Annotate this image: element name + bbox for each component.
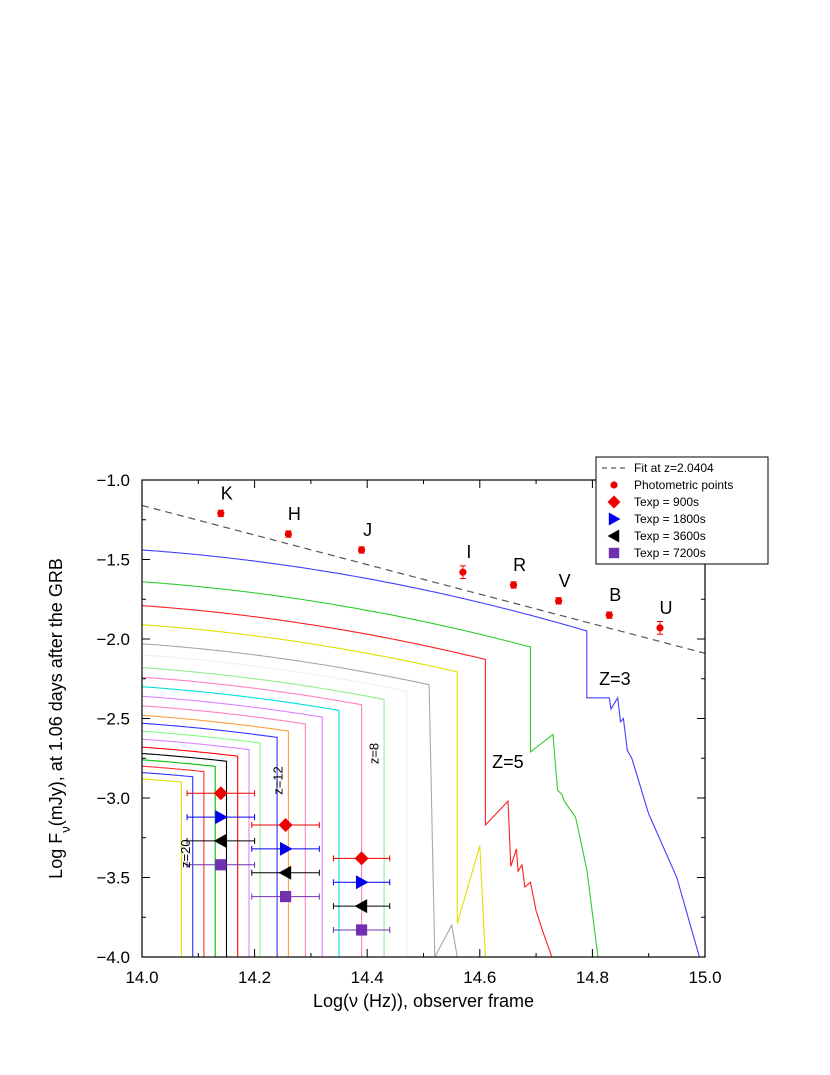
model-curve-10 <box>142 695 323 957</box>
y-tick-label: −3.5 <box>96 869 130 888</box>
limit-point-square <box>279 890 292 903</box>
x-axis-title: Log(ν (Hz)), observer frame <box>313 991 534 1011</box>
legend-label: Photometric points <box>634 478 733 492</box>
legend-label: Texp = 3600s <box>634 529 706 543</box>
band-label-R: R <box>513 555 526 575</box>
y-tick-label: −3.0 <box>96 789 130 808</box>
x-tick-label: 14.8 <box>576 968 609 987</box>
legend-swatch-dot <box>610 481 618 489</box>
curve-label: Z=3 <box>599 669 631 689</box>
photometric-point-K <box>217 509 225 517</box>
limit-point-triangle-right <box>355 875 369 890</box>
legend-label: Fit at z=2.0404 <box>634 461 714 475</box>
limit-point-triangle-right <box>215 810 228 825</box>
photometric-point-J <box>357 546 366 554</box>
model-curve-1 <box>142 549 700 957</box>
model-curve-14 <box>142 730 261 957</box>
x-tick-label: 14.6 <box>463 968 496 987</box>
y-tick-label: −1.0 <box>96 471 130 490</box>
limit-point-diamond <box>278 818 293 833</box>
band-label-K: K <box>221 483 233 503</box>
model-curve-9 <box>142 686 340 957</box>
curve-label: z=12 <box>271 766 286 795</box>
limit-points-layer <box>186 786 391 936</box>
model-curve-6 <box>142 654 408 957</box>
curve-labels-layer: Z=3 Z=5 z=8 z=12 z=20 <box>178 669 631 868</box>
y-tick-label: −2.5 <box>96 710 130 729</box>
photometric-point-V <box>555 597 563 605</box>
model-curve-18 <box>142 759 216 957</box>
limit-point-triangle-right <box>279 841 293 856</box>
axes-layer: 14.0 14.2 14.4 14.6 14.8 15.0 −1.0 −1.5 −2.0 −2.5… <box>96 471 721 987</box>
limit-point-square <box>355 924 368 936</box>
y-axis-title: Log Fν(mJy), at 1.06 days after the GRB <box>46 558 73 879</box>
band-label-I: I <box>466 542 471 562</box>
legend-box <box>595 456 769 565</box>
model-curve-2 <box>142 581 599 957</box>
x-tick-label: 14.0 <box>125 968 158 987</box>
model-curve-3 <box>142 605 553 957</box>
photometric-points-layer: K H J I R V B U <box>217 483 672 635</box>
fit-line <box>141 504 706 654</box>
fit-line-layer <box>141 504 706 654</box>
legend-swatch-triangle-right <box>608 512 621 526</box>
limit-point-square <box>215 859 227 871</box>
model-curve-7 <box>142 667 385 957</box>
model-curve-8 <box>142 676 363 957</box>
photometric-point-I <box>459 568 467 576</box>
legend: Fit at z=2.0404 Photometric points Texp = … <box>595 456 769 565</box>
band-label-B: B <box>609 585 621 605</box>
model-curve-13 <box>142 722 278 957</box>
limit-point-triangle-left <box>213 833 227 848</box>
model-curve-19 <box>142 765 205 957</box>
limit-point-diamond <box>213 786 228 801</box>
legend-swatch-triangle-left <box>607 529 620 543</box>
legend-swatch-diamond <box>607 495 621 509</box>
band-label-H: H <box>288 504 301 524</box>
photometric-point-U <box>656 624 664 632</box>
y-axis-title-pre: Log F <box>46 833 66 879</box>
photometric-point-R <box>509 581 518 589</box>
band-label-V: V <box>559 571 571 591</box>
limit-point-triangle-left <box>278 865 292 880</box>
y-tick-label: −2.0 <box>96 630 130 649</box>
curve-label: z=8 <box>366 743 381 764</box>
y-axis-title-post: (mJy), at 1.06 days after the GRB <box>46 558 66 826</box>
curve-label: Z=5 <box>492 752 524 772</box>
band-label-U: U <box>659 598 672 618</box>
model-curve-5 <box>142 643 458 957</box>
model-curve-15 <box>142 738 250 957</box>
legend-label: Texp = 900s <box>634 495 699 509</box>
legend-label: Texp = 1800s <box>634 512 706 526</box>
band-label-J: J <box>363 520 372 540</box>
limit-point-triangle-left <box>354 899 368 914</box>
legend-swatch-square <box>608 547 620 559</box>
model-curve-17 <box>142 752 228 957</box>
x-tick-label: 14.2 <box>238 968 271 987</box>
limit-point-diamond <box>354 851 369 866</box>
x-tick-label: 14.4 <box>351 968 384 987</box>
photometric-point-H <box>284 530 292 538</box>
model-curve-4 <box>142 624 486 957</box>
model-curve-11 <box>142 705 306 957</box>
model-curve-20 <box>142 772 194 957</box>
y-tick-label: −1.5 <box>96 551 130 570</box>
x-tick-label: 15.0 <box>688 968 721 987</box>
model-curve-12 <box>142 714 289 957</box>
model-curve-16 <box>142 746 239 957</box>
curve-label: z=20 <box>178 839 193 868</box>
model-curves-layer <box>142 549 700 957</box>
legend-label: Texp = 7200s <box>634 546 706 560</box>
y-axis-title-sub: ν <box>58 826 73 833</box>
y-tick-label: −4.0 <box>96 948 130 967</box>
model-curve-21 <box>142 778 182 957</box>
photometric-point-B <box>605 611 613 619</box>
